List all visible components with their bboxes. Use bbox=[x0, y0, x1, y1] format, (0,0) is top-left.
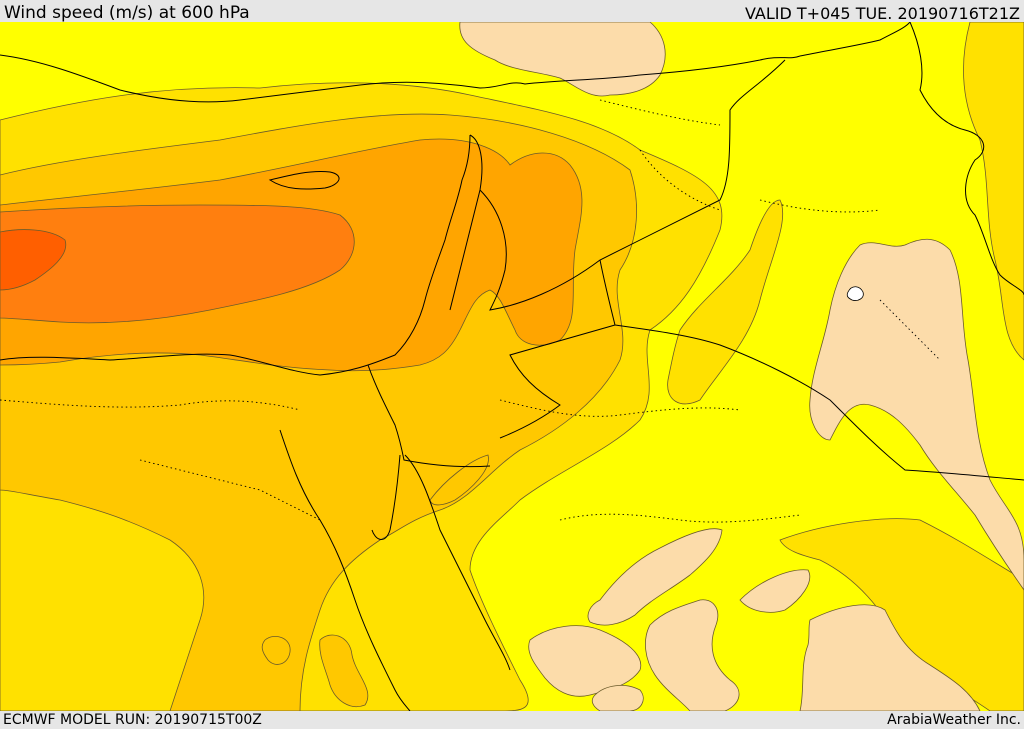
band-max bbox=[0, 229, 67, 291]
credit: ArabiaWeather Inc. bbox=[887, 712, 1021, 728]
band-mid-low-ridge bbox=[667, 199, 784, 405]
map-canvas bbox=[0, 22, 1024, 711]
header-bar: Wind speed (m/s) at 600 hPa VALID T+045 … bbox=[0, 0, 1024, 23]
band-lowest-east bbox=[809, 238, 1024, 591]
footer-bar: ECMWF MODEL RUN: 20190715T00Z ArabiaWeat… bbox=[0, 711, 1024, 729]
band-mid-blob-southwest bbox=[261, 636, 291, 665]
model-run: ECMWF MODEL RUN: 20190715T00Z bbox=[3, 712, 262, 728]
white-patch bbox=[846, 286, 864, 301]
band-mid-low-east bbox=[963, 22, 1024, 361]
band-lowest-south-1 bbox=[528, 625, 642, 697]
band-lowest-south-3 bbox=[591, 685, 644, 711]
band-high bbox=[0, 204, 355, 324]
province-borders bbox=[0, 99, 941, 523]
band-lowest-southeast bbox=[739, 569, 811, 613]
band-lowest-south-2 bbox=[645, 599, 740, 711]
coastlines bbox=[0, 22, 911, 711]
country-borders bbox=[367, 22, 1024, 481]
band-mid-streak bbox=[429, 454, 489, 506]
map-title: Wind speed (m/s) at 600 hPa bbox=[4, 3, 250, 23]
band-lowest-sinai-east bbox=[587, 528, 723, 626]
band-mid-blob-south bbox=[319, 634, 369, 707]
wind-speed-map bbox=[0, 22, 1024, 711]
valid-time: VALID T+045 TUE. 20190716T21Z bbox=[744, 4, 1020, 23]
band-lowest-southeast-2 bbox=[799, 604, 981, 711]
